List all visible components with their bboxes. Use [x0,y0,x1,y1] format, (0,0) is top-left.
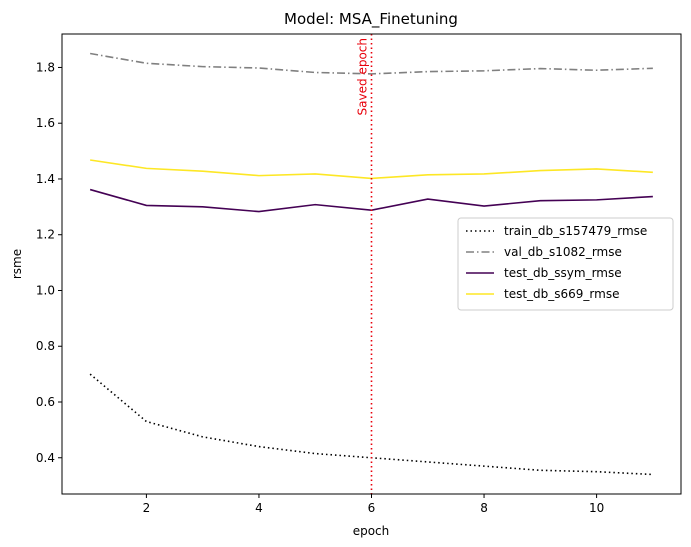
x-axis-label: epoch [353,524,390,538]
y-tick-label: 1.8 [36,60,55,74]
legend-entry-label: test_db_s669_rmse [504,287,619,301]
x-tick-label: 2 [143,501,151,515]
y-axis-label: rsme [10,249,24,279]
y-tick-label: 1.2 [36,228,55,242]
y-tick-label: 0.6 [36,395,55,409]
series-line-train-db-s157479-rmse [89,373,653,476]
y-tick-label: 0.8 [36,339,55,353]
x-tick-label: 4 [255,501,263,515]
legend-entry-label: val_db_s1082_rmse [504,245,622,259]
saved-epoch-label: Saved epoch [356,38,370,115]
x-tick-label: 10 [589,501,604,515]
chart-title: Model: MSA_Finetuning [284,10,458,29]
y-tick-label: 1.4 [36,172,55,186]
y-tick-label: 1.0 [36,283,55,297]
x-tick-label: 8 [480,501,488,515]
x-tick-label: 6 [368,501,376,515]
series-line-val-db-s1082-rmse [89,52,653,75]
legend-box [457,217,674,311]
y-tick-label: 0.4 [36,451,55,465]
y-tick-label: 1.6 [36,116,55,130]
legend-entry-label: test_db_ssym_rmse [504,266,622,280]
legend-entry-label: train_db_s157479_rmse [504,224,647,238]
